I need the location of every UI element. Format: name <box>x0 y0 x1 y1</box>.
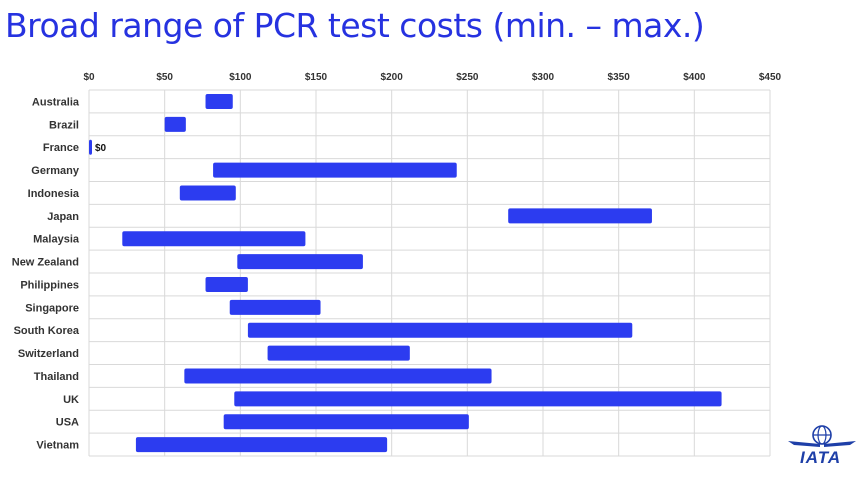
x-tick-label: $450 <box>759 72 782 83</box>
range-bar <box>179 185 236 201</box>
range-bar <box>223 414 469 430</box>
range-bar <box>164 116 186 132</box>
x-tick-label: $200 <box>381 72 404 83</box>
category-label: Switzerland <box>18 348 79 360</box>
category-label: France <box>43 142 79 154</box>
x-tick-label: $50 <box>156 72 173 83</box>
range-bar <box>508 208 652 224</box>
category-label: Australia <box>32 96 80 108</box>
iata-logo-text: IATA <box>800 448 842 467</box>
x-tick-label: $400 <box>683 72 706 83</box>
category-label: Indonesia <box>28 188 80 200</box>
range-bars <box>89 93 722 453</box>
range-bar <box>234 391 722 407</box>
range-bar <box>247 322 633 338</box>
chart-title: Broad range of PCR test costs (min. – ma… <box>5 6 705 45</box>
category-label: Brazil <box>49 119 79 131</box>
category-label: Thailand <box>34 371 79 383</box>
category-label: UK <box>63 394 79 406</box>
range-bar <box>89 139 92 155</box>
data-label: $0 <box>95 143 107 154</box>
category-label: Malaysia <box>33 234 80 246</box>
x-tick-label: $300 <box>532 72 555 83</box>
x-tick-label: $150 <box>305 72 328 83</box>
x-tick-label: $350 <box>608 72 631 83</box>
y-axis-categories: Australia Brazil France Germany Indonesia Jap… <box>12 96 80 451</box>
range-bar <box>205 276 248 292</box>
range-bar <box>229 299 321 315</box>
category-label: South Korea <box>14 325 80 337</box>
category-label: Japan <box>47 211 79 223</box>
range-bar <box>267 345 410 361</box>
category-label: Philippines <box>20 279 79 291</box>
x-tick-label: $250 <box>456 72 479 83</box>
category-label: Germany <box>31 165 80 177</box>
range-bar <box>213 162 457 178</box>
range-bar <box>205 93 233 109</box>
category-label: New Zealand <box>12 257 79 269</box>
data-labels: $0 <box>95 143 107 154</box>
category-label: USA <box>56 417 79 429</box>
category-label: Vietnam <box>36 440 79 452</box>
range-bar <box>122 231 306 247</box>
range-bar <box>135 437 388 453</box>
gridlines <box>88 89 771 457</box>
range-bar <box>184 368 492 384</box>
category-label: Singapore <box>25 302 79 314</box>
range-bar <box>237 254 363 270</box>
x-axis-ticks: $0 $50 $100 $150 $200 $250 $300 $350 $400 $450 <box>83 72 781 83</box>
x-tick-label: $0 <box>83 72 95 83</box>
iata-logo <box>788 425 856 447</box>
x-tick-label: $100 <box>229 72 252 83</box>
